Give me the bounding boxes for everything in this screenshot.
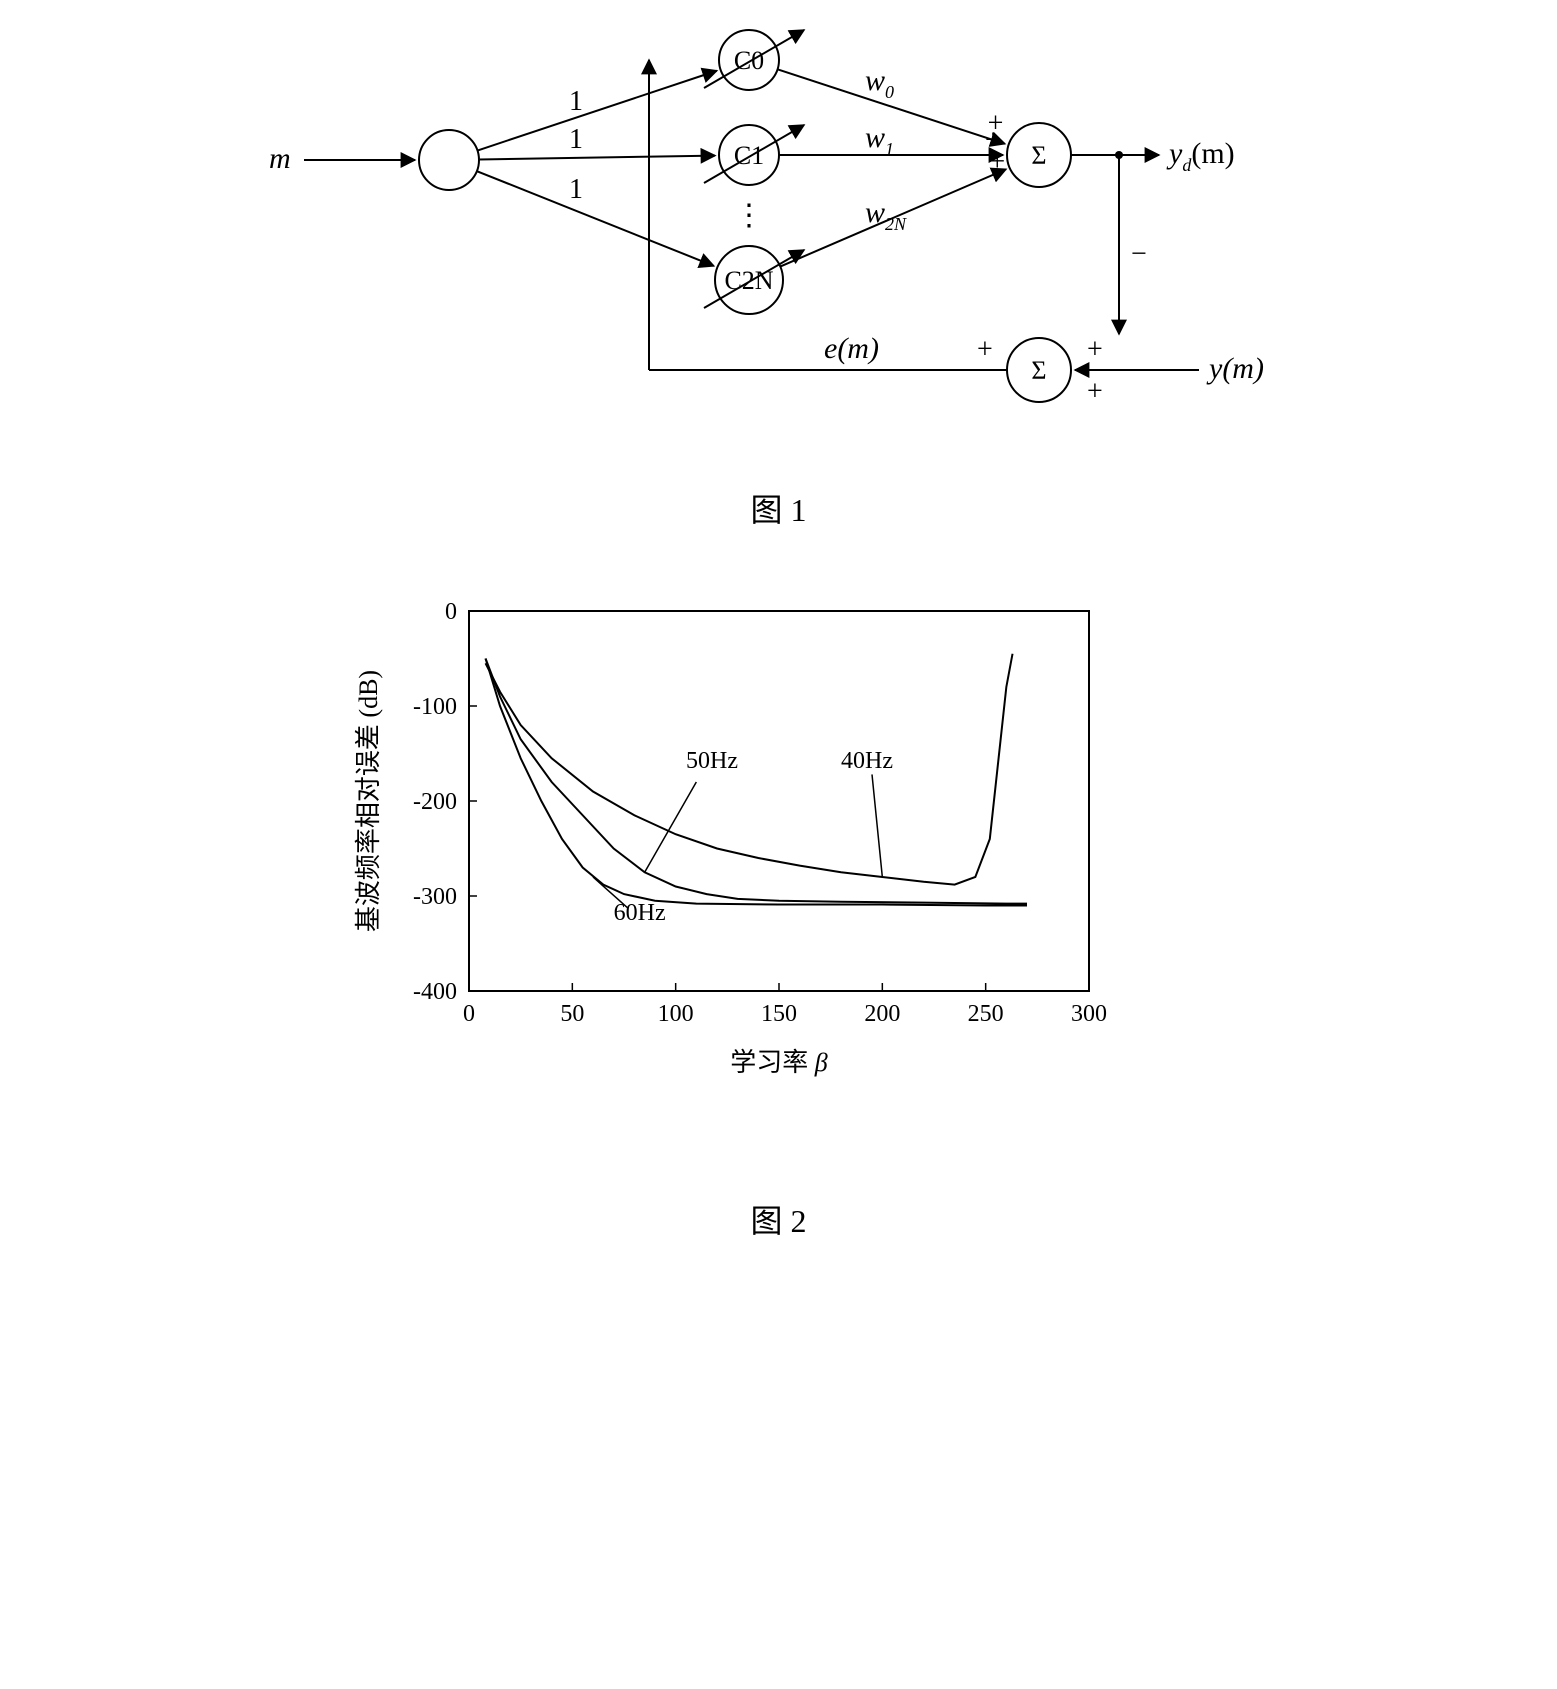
svg-text:1: 1: [569, 124, 583, 155]
svg-text:100: 100: [657, 1001, 693, 1027]
svg-text:C2N: C2N: [724, 266, 773, 295]
svg-text:C1: C1: [733, 141, 763, 170]
svg-text:e(m): e(m): [824, 332, 879, 365]
svg-text:Σ: Σ: [1031, 356, 1046, 385]
figure-2-svg: 0 50 100 150 200 250 300 -400 -300 -200 -100 0 40Hz 5…: [349, 591, 1209, 1151]
svg-text:50Hz: 50Hz: [686, 748, 738, 774]
svg-text:150: 150: [761, 1001, 797, 1027]
figure-1-block: mC0C1C2N⋮111ΣΣw0+w1+w2N+yd(m)−y(m)++e(m)…: [249, 20, 1309, 531]
svg-text:yd(m): yd(m): [1166, 137, 1235, 175]
svg-text:+: +: [1087, 334, 1103, 365]
svg-text:-400: -400: [413, 979, 457, 1005]
svg-text:⋮: ⋮: [734, 199, 764, 232]
svg-text:y(m): y(m): [1206, 352, 1264, 385]
svg-text:-100: -100: [413, 694, 457, 720]
svg-text:m: m: [269, 142, 291, 175]
svg-text:w2N: w2N: [865, 196, 907, 234]
svg-text:300: 300: [1071, 1001, 1107, 1027]
svg-text:+: +: [989, 146, 1005, 177]
svg-text:−: −: [1131, 239, 1147, 270]
svg-text:基波频率相对误差 (dB): 基波频率相对误差 (dB): [354, 670, 383, 932]
svg-text:60Hz: 60Hz: [613, 900, 665, 926]
svg-text:250: 250: [967, 1001, 1003, 1027]
svg-text:C0: C0: [733, 46, 763, 75]
svg-text:-300: -300: [413, 884, 457, 910]
svg-text:40Hz: 40Hz: [841, 748, 893, 774]
svg-text:w1: w1: [865, 121, 894, 159]
svg-text:50: 50: [560, 1001, 584, 1027]
svg-text:Σ: Σ: [1031, 141, 1046, 170]
svg-text:0: 0: [445, 599, 457, 625]
figure-2-block: 0 50 100 150 200 250 300 -400 -300 -200 -100 0 40Hz 5…: [349, 591, 1209, 1242]
figures-container: mC0C1C2N⋮111ΣΣw0+w1+w2N+yd(m)−y(m)++e(m)…: [20, 20, 1537, 1302]
svg-text:-200: -200: [413, 789, 457, 815]
svg-text:1: 1: [569, 174, 583, 205]
svg-text:学习率 β: 学习率 β: [730, 1048, 828, 1077]
svg-text:1: 1: [569, 86, 583, 117]
figure-1-caption: 图 1: [249, 485, 1309, 531]
figure-2-caption: 图 2: [349, 1196, 1209, 1242]
svg-text:200: 200: [864, 1001, 900, 1027]
svg-text:w0: w0: [865, 64, 894, 102]
svg-text:0: 0: [463, 1001, 475, 1027]
svg-text:+: +: [1087, 376, 1103, 407]
svg-text:+: +: [977, 334, 993, 365]
figure-1-svg: mC0C1C2N⋮111ΣΣw0+w1+w2N+yd(m)−y(m)++e(m)…: [249, 20, 1309, 440]
